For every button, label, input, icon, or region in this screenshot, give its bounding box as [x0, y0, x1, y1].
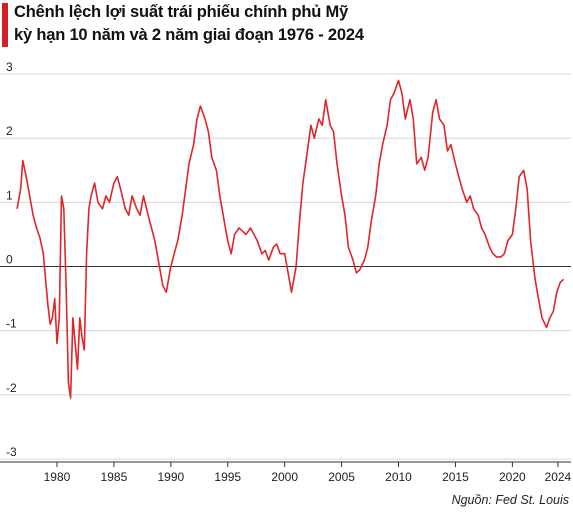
chart-title-line-1: Chênh lệch lợi suất trái phiếu chính phủ…: [14, 3, 349, 21]
chart-title-line-2: kỳ hạn 10 năm và 2 năm giai đoạn 1976 - …: [14, 26, 364, 44]
y-tick-label: 3: [6, 60, 13, 74]
x-tick-label: 2005: [328, 470, 355, 484]
y-tick-label: 1: [6, 188, 13, 202]
x-tick-label: 1990: [157, 470, 184, 484]
x-tick-label: 2010: [385, 470, 412, 484]
title-accent-bar: [2, 3, 8, 47]
source-note: Nguồn: Fed St. Louis: [451, 493, 569, 507]
y-tick-label: -3: [6, 445, 17, 459]
chart-title: Chênh lệch lợi suất trái phiếu chính phủ…: [14, 1, 364, 47]
x-tick-label: 2000: [271, 470, 298, 484]
x-tick-label: 2024: [545, 470, 572, 484]
y-tick-label: 2: [6, 124, 13, 138]
x-tick-label: 2020: [499, 470, 526, 484]
x-tick-label: 1985: [101, 470, 128, 484]
y-tick-label: -1: [6, 317, 17, 331]
x-tick-label: 1980: [44, 470, 71, 484]
x-tick-label: 2015: [442, 470, 469, 484]
series-line: [16, 79, 565, 399]
y-tick-label: 0: [6, 253, 13, 267]
y-tick-label: -2: [6, 381, 17, 395]
x-tick-label: 1995: [214, 470, 241, 484]
